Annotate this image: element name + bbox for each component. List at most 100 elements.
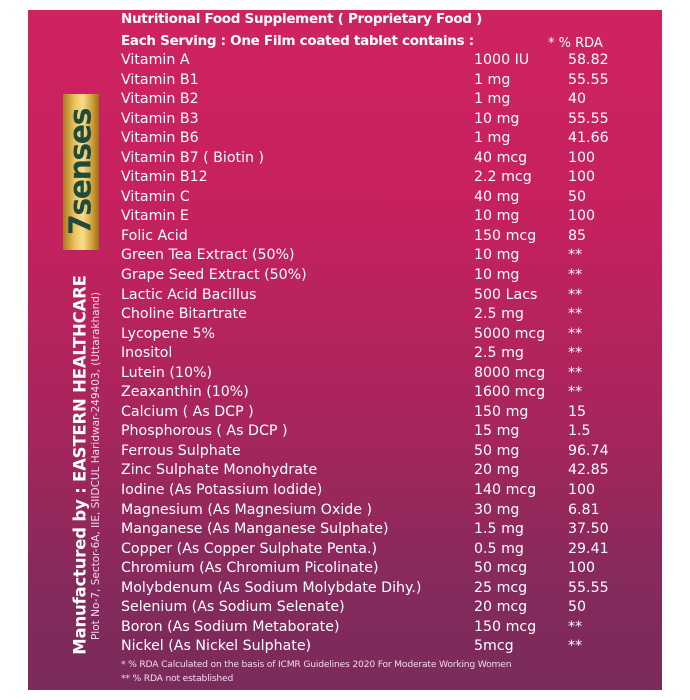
ingredient-amount: 1600 mcg	[474, 384, 546, 401]
ingredient-name: Vitamin B7 ( Biotin )	[121, 149, 265, 166]
ingredient-row: Green Tea Extract (50%) 10 mg **	[0, 246, 690, 266]
brand-logo: 7senses	[63, 94, 99, 250]
ingredient-row: Iodine (As Potassium Iodide) 140 mcg 100	[0, 481, 690, 501]
label-title: Nutritional Food Supplement ( Proprietar…	[121, 11, 482, 27]
ingredient-amount: 2.5 mg	[474, 345, 524, 362]
ingredient-amount: 1 mg	[474, 91, 511, 108]
ingredient-row: Inositol 2.5 mg **	[0, 344, 690, 364]
ingredient-name: Boron (As Sodium Metaborate)	[121, 618, 340, 635]
ingredient-rda: 100	[568, 482, 596, 499]
ingredient-rda: 100	[568, 560, 596, 577]
ingredient-row: Boron (As Sodium Metaborate) 150 mcg **	[0, 618, 690, 638]
ingredient-amount: 2.2 mcg	[474, 169, 532, 186]
ingredient-rda: 50	[568, 599, 587, 616]
serving-description: Each Serving : One Film coated tablet co…	[121, 33, 474, 49]
ingredient-table: Vitamin A 1000 IU 58.82 Vitamin B1 1 mg 55.55…	[0, 51, 690, 657]
ingredient-name: Chromium (As Chromium Picolinate)	[121, 560, 379, 577]
ingredient-row: Vitamin B12 2.2 mcg 100	[0, 168, 690, 188]
ingredient-row: Copper (As Copper Sulphate Penta.) 0.5 mg…	[0, 540, 690, 560]
footnote-rda-basis: * % RDA Calculated on the basis of ICMR …	[121, 659, 512, 670]
ingredient-row: Vitamin E 10 mg 100	[0, 207, 690, 227]
ingredient-rda: 55.55	[568, 110, 609, 127]
ingredient-name: Calcium ( As DCP )	[121, 403, 254, 420]
ingredient-amount: 30 mg	[474, 501, 520, 518]
ingredient-amount: 1 mg	[474, 130, 511, 147]
ingredient-name: Selenium (As Sodium Selenate)	[121, 599, 345, 616]
ingredient-rda: **	[568, 638, 583, 655]
ingredient-name: Lycopene 5%	[121, 325, 215, 342]
ingredient-name: Nickel (As Nickel Sulphate)	[121, 638, 312, 655]
ingredient-rda: 55.55	[568, 71, 609, 88]
ingredient-amount: 8000 mcg	[474, 364, 546, 381]
ingredient-name: Vitamin B6	[121, 130, 199, 147]
ingredient-name: Vitamin B2	[121, 91, 199, 108]
ingredient-rda: **	[568, 286, 583, 303]
ingredient-amount: 10 mg	[474, 110, 520, 127]
ingredient-rda: **	[568, 364, 583, 381]
ingredient-name: Green Tea Extract (50%)	[121, 247, 295, 264]
ingredient-name: Vitamin B12	[121, 169, 208, 186]
ingredient-amount: 1.5 mg	[474, 521, 524, 538]
ingredient-rda: 42.85	[568, 462, 609, 479]
ingredient-amount: 10 mg	[474, 208, 520, 225]
ingredient-amount: 150 mcg	[474, 618, 537, 635]
ingredient-rda: **	[568, 325, 583, 342]
ingredient-rda: **	[568, 247, 583, 264]
ingredient-name: Vitamin C	[121, 188, 190, 205]
ingredient-row: Calcium ( As DCP ) 150 mg 15	[0, 403, 690, 423]
ingredient-amount: 140 mcg	[474, 482, 537, 499]
ingredient-rda: **	[568, 384, 583, 401]
ingredient-amount: 50 mg	[474, 442, 520, 459]
ingredient-name: Ferrous Sulphate	[121, 442, 241, 459]
ingredient-name: Manganese (As Manganese Sulphate)	[121, 521, 389, 538]
ingredient-rda: 6.81	[568, 501, 600, 518]
ingredient-name: Choline Bitartrate	[121, 306, 247, 323]
ingredient-row: Molybdenum (As Sodium Molybdate Dihy.) 25…	[0, 579, 690, 599]
ingredient-name: Zinc Sulphate Monohydrate	[121, 462, 318, 479]
ingredient-rda: 96.74	[568, 442, 609, 459]
ingredient-rda: 40	[568, 91, 587, 108]
ingredient-amount: 150 mg	[474, 403, 529, 420]
ingredient-row: Manganese (As Manganese Sulphate) 1.5 mg 3…	[0, 520, 690, 540]
ingredient-name: Copper (As Copper Sulphate Penta.)	[121, 540, 377, 557]
ingredient-amount: 1000 IU	[474, 52, 530, 68]
label-panel	[28, 10, 662, 690]
ingredient-amount: 25 mcg	[474, 579, 528, 596]
ingredient-amount: 40 mcg	[474, 149, 528, 166]
ingredient-amount: 500 Lacs	[474, 286, 538, 303]
ingredient-rda: 100	[568, 149, 596, 166]
ingredient-row: Lactic Acid Bacillus 500 Lacs **	[0, 286, 690, 306]
ingredient-row: Magnesium (As Magnesium Oxide ) 30 mg 6.81	[0, 501, 690, 521]
ingredient-amount: 10 mg	[474, 247, 520, 264]
ingredient-row: Lutein (10%) 8000 mcg **	[0, 364, 690, 384]
ingredient-row: Folic Acid 150 mcg 85	[0, 227, 690, 247]
ingredient-amount: 5000 mcg	[474, 325, 546, 342]
ingredient-name: Iodine (As Potassium Iodide)	[121, 482, 323, 499]
ingredient-row: Lycopene 5% 5000 mcg **	[0, 325, 690, 345]
ingredient-name: Vitamin B3	[121, 110, 199, 127]
ingredient-name: Phosphorous ( As DCP )	[121, 423, 288, 440]
ingredient-row: Vitamin B2 1 mg 40	[0, 90, 690, 110]
ingredient-rda: 29.41	[568, 540, 609, 557]
ingredient-row: Chromium (As Chromium Picolinate) 50 mcg 1…	[0, 559, 690, 579]
ingredient-amount: 10 mg	[474, 267, 520, 284]
ingredient-row: Grape Seed Extract (50%) 10 mg **	[0, 266, 690, 286]
ingredient-rda: **	[568, 306, 583, 323]
ingredient-row: Vitamin B7 ( Biotin ) 40 mcg 100	[0, 149, 690, 169]
ingredient-rda: 41.66	[568, 130, 609, 147]
ingredient-row: Zinc Sulphate Monohydrate 20 mg 42.85	[0, 461, 690, 481]
ingredient-amount: 20 mg	[474, 462, 520, 479]
ingredient-rda: 50	[568, 188, 587, 205]
ingredient-row: Vitamin B1 1 mg 55.55	[0, 71, 690, 91]
ingredient-amount: 150 mcg	[474, 227, 537, 244]
ingredient-rda: 100	[568, 169, 596, 186]
ingredient-rda: 1.5	[568, 423, 591, 440]
ingredient-name: Vitamin A	[121, 52, 190, 68]
ingredient-row: Zeaxanthin (10%) 1600 mcg **	[0, 383, 690, 403]
ingredient-rda: 55.55	[568, 579, 609, 596]
ingredient-rda: 37.50	[568, 521, 609, 538]
ingredient-row: Selenium (As Sodium Selenate) 20 mcg 50	[0, 598, 690, 618]
ingredient-amount: 2.5 mg	[474, 306, 524, 323]
ingredient-row: Vitamin B3 10 mg 55.55	[0, 110, 690, 130]
ingredient-row: Nickel (As Nickel Sulphate) 5mcg **	[0, 637, 690, 657]
